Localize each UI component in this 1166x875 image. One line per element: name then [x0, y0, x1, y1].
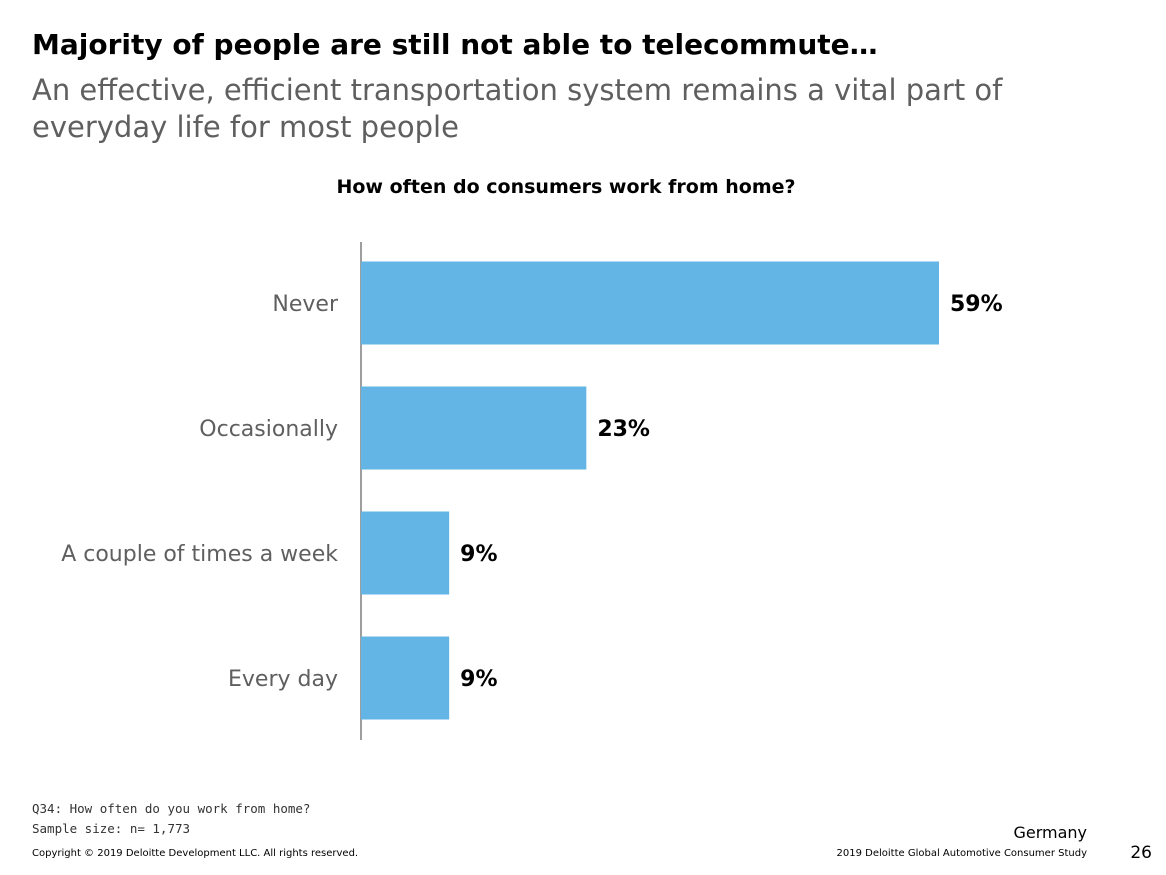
chart-title: How often do consumers work from home?	[336, 176, 796, 198]
bar-chart: Never 59% Occasionally 23% A couple of times…	[61, 242, 1003, 740]
category-label: A couple of times a week	[61, 542, 338, 567]
page-title: Majority of people are still not able to…	[32, 28, 878, 61]
question-footnote: Q34: How often do you work from home?	[32, 801, 311, 816]
page-subtitle: An effective, efficient transportation s…	[32, 73, 1003, 144]
country-label: Germany	[1013, 823, 1087, 842]
value-label: 23%	[597, 417, 650, 442]
page-number: 26	[1130, 843, 1152, 863]
value-label: 9%	[460, 542, 497, 567]
sample-size-footnote: Sample size: n= 1,773	[32, 821, 191, 836]
study-name: 2019 Deloitte Global Automotive Consumer…	[836, 848, 1087, 859]
bar-0	[361, 261, 939, 345]
category-label: Occasionally	[199, 417, 338, 442]
bar-3	[361, 636, 450, 720]
copyright-text: Copyright © 2019 Deloitte Development LL…	[32, 848, 359, 859]
category-label: Every day	[228, 667, 338, 692]
bar-1	[361, 386, 587, 470]
value-label: 59%	[950, 292, 1003, 317]
value-label: 9%	[460, 667, 497, 692]
category-label: Never	[272, 292, 339, 317]
bar-2	[361, 511, 450, 595]
